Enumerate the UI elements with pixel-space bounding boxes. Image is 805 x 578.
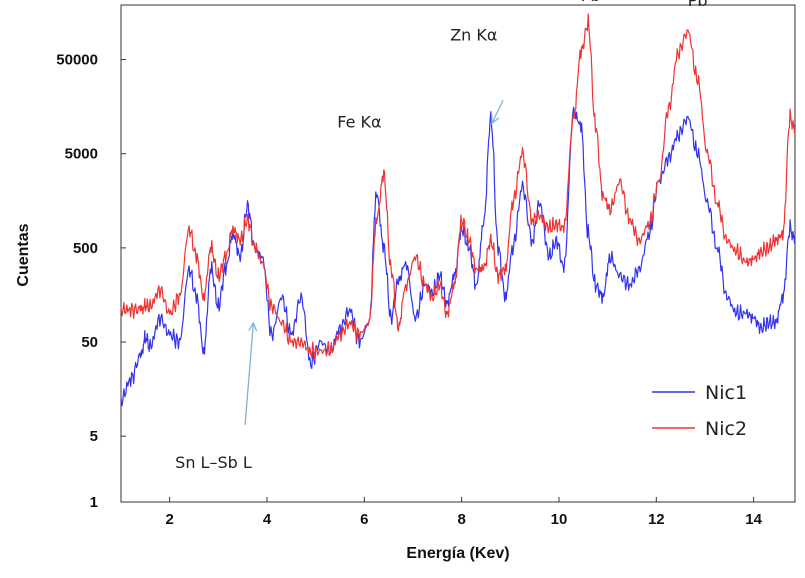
annotation-arrow-head [248,321,258,332]
y-axis-ticks: 1 5 50 500 5000 50000 [56,52,126,511]
legend-label-nic1: Nic1 [705,382,747,404]
annotations: Pb Pb Zn Kα Fe Kα Sn L–Sb L [175,0,707,472]
y-tick-label: 5 [90,428,98,445]
legend: Nic1 Nic2 [652,382,747,440]
x-tick-label: 8 [457,511,465,528]
x-axis-ticks: 2 4 6 8 10 12 14 [165,497,763,528]
annotation-arrow-shaft [491,99,504,124]
x-axis-title: Energía (Kev) [406,545,509,562]
plot-frame [120,4,796,503]
y-tick-label: 5000 [65,146,98,163]
y-tick-label: 50000 [56,52,98,69]
annotation-arrow-shaft [244,322,255,425]
x-tick-label: 12 [648,511,665,528]
annotation-arrow-head [491,114,500,125]
y-tick-label: 500 [73,240,98,257]
series-line-nic2 [120,13,796,361]
peak-annotation: Zn Kα [450,25,497,44]
x-tick-label: 10 [551,511,568,528]
y-tick-label: 1 [90,494,98,511]
peak-annotation: Pb [581,0,601,5]
peak-annotation: Pb [688,0,708,10]
x-tick-label: 2 [165,511,173,528]
peak-annotation: Sn L–Sb L [175,453,252,472]
series-layer [120,13,796,407]
x-tick-label: 14 [745,511,762,528]
legend-label-nic2: Nic2 [705,418,747,440]
x-tick-label: 4 [263,511,272,528]
y-axis-title: Cuentas [15,223,32,286]
y-tick-label: 50 [81,334,98,351]
x-tick-label: 6 [360,511,368,528]
peak-annotation: Fe Kα [337,112,381,131]
